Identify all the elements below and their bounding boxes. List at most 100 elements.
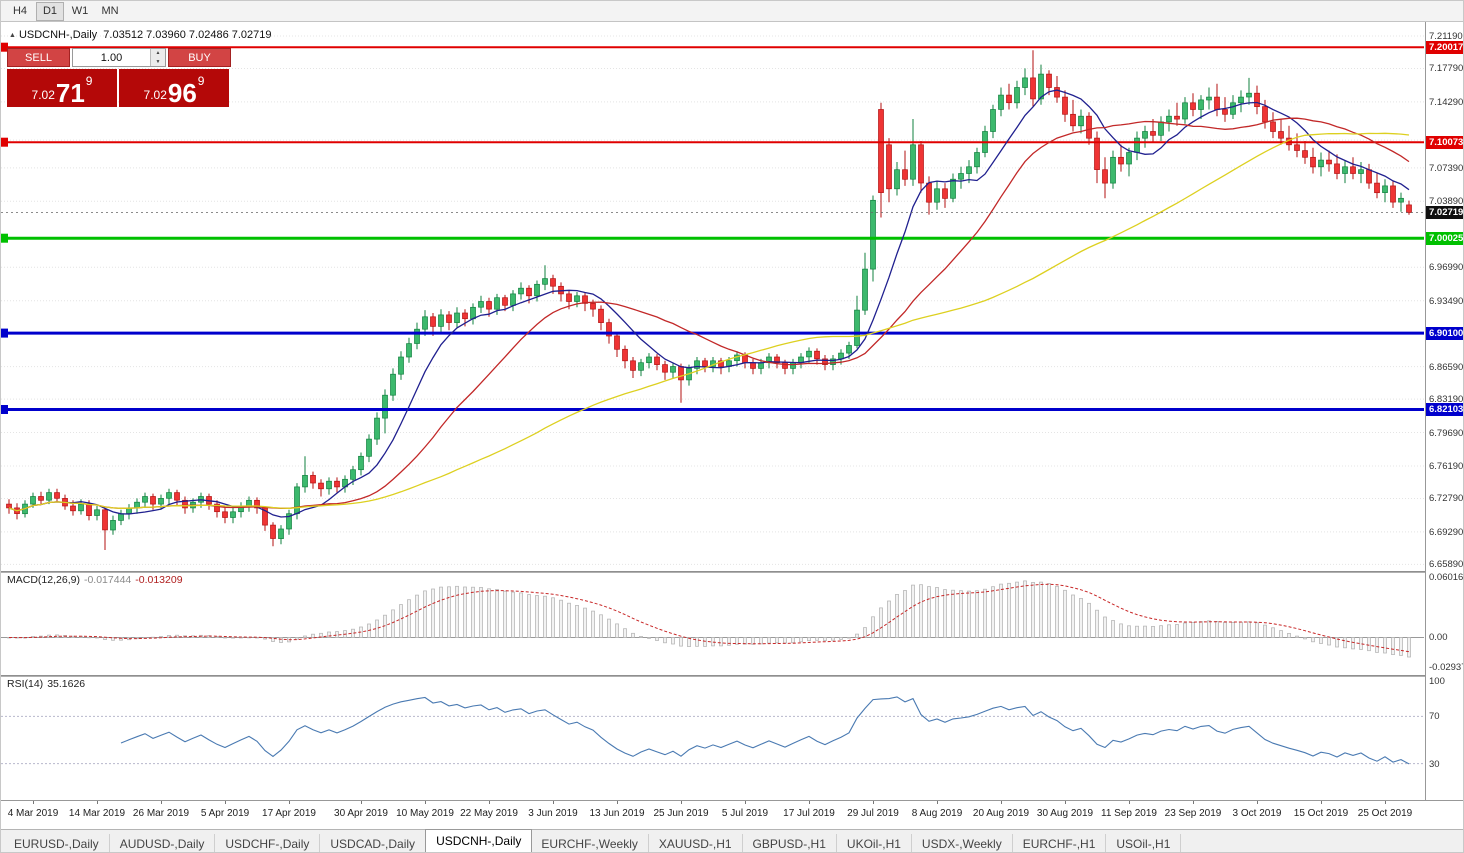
price-axis[interactable]: 7.211907.177907.142907.102907.073907.038… [1425, 22, 1464, 800]
date-tick [681, 801, 682, 804]
chart-tab-USDCAD-Daily[interactable]: USDCAD-,Daily [320, 834, 427, 852]
date-label: 8 Aug 2019 [911, 808, 963, 819]
date-tick [33, 801, 34, 804]
date-tick [1385, 801, 1386, 804]
date-label: 15 Oct 2019 [1293, 808, 1349, 819]
timeframe-button-H4[interactable]: H4 [12, 5, 28, 17]
chart-tab-USDX-Weekly[interactable]: USDX-,Weekly [912, 834, 1013, 852]
date-tick [225, 801, 226, 804]
chart-tab-AUDUSD-Daily[interactable]: AUDUSD-,Daily [110, 834, 216, 852]
date-tick [97, 801, 98, 804]
candlestick-chart[interactable] [1, 22, 1425, 800]
date-tick [1193, 801, 1194, 804]
date-label: 25 Jun 2019 [653, 808, 709, 819]
date-label: 17 Apr 2019 [262, 808, 316, 819]
price-axis-label: 6.69290 [1429, 526, 1464, 538]
volume-stepper[interactable]: 1.00 ▲ ▼ [72, 48, 166, 67]
sell-button[interactable]: SELL [7, 48, 70, 67]
date-tick [617, 801, 618, 804]
macd-value-signal: -0.013209 [135, 574, 183, 586]
date-tick [289, 801, 290, 804]
date-tick [1129, 801, 1130, 804]
price-axis-label: 7.03890 [1429, 196, 1464, 208]
date-tick [553, 801, 554, 804]
macd-axis-label: -0.029378 [1429, 662, 1463, 673]
moving-average-lines [8, 89, 1410, 518]
date-label: 30 Apr 2019 [334, 808, 388, 819]
price-axis-label: 7.21190 [1429, 30, 1463, 42]
sell-price-prefix: 7.02 [31, 88, 55, 102]
macd-axis-label: 0.00 [1429, 632, 1448, 644]
timeframe-button-W1[interactable]: W1 [71, 5, 89, 17]
date-tick [1257, 801, 1258, 804]
chart-tab-GBPUSD-H1[interactable]: GBPUSD-,H1 [743, 834, 837, 852]
chart-tab-USDCHF-Daily[interactable]: USDCHF-,Daily [215, 834, 321, 852]
price-axis-label: 7.17790 [1429, 63, 1464, 75]
date-label: 5 Jul 2019 [721, 808, 769, 819]
volume-spin-buttons[interactable]: ▲ ▼ [150, 49, 165, 66]
price-axis-label: 6.83190 [1429, 394, 1464, 406]
candles [6, 50, 1412, 550]
timeframe-button-D1[interactable]: D1 [36, 1, 64, 21]
macd-axis-label: 0.060161 [1429, 572, 1464, 583]
macd-name: MACD(12,26,9) [7, 574, 80, 586]
chart-tab-EURCHF-H1[interactable]: EURCHF-,H1 [1013, 834, 1107, 852]
buy-price-display[interactable]: 7.02 96 9 [119, 69, 229, 107]
price-axis-label: 6.93490 [1429, 295, 1464, 307]
chart-tab-XAUUSD-H1[interactable]: XAUUSD-,H1 [649, 834, 743, 852]
buy-price-pips: 96 [167, 77, 197, 108]
date-label: 17 Jul 2019 [783, 808, 835, 819]
chart-tab-EURCHF-Weekly[interactable]: EURCHF-,Weekly [531, 834, 649, 852]
horizontal-level-lines[interactable] [1, 42, 1424, 414]
chart-tab-EURUSD-Daily[interactable]: EURUSD-,Daily [4, 834, 110, 852]
rsi-panel [1, 696, 1424, 765]
chart-tab-USOil-H1[interactable]: USOil-,H1 [1106, 834, 1182, 852]
price-axis-label: 6.79690 [1429, 427, 1464, 439]
chart-ohlc-values: 7.03512 7.03960 7.02486 7.02719 [103, 29, 272, 41]
price-gridlines [1, 35, 1424, 565]
sell-price-display[interactable]: 7.02 71 9 [7, 69, 117, 107]
timeframe-toolbar: H4 D1 W1 MN [1, 1, 1463, 22]
chart-tab-UKOil-H1[interactable]: UKOil-,H1 [837, 834, 912, 852]
date-tick [873, 801, 874, 804]
volume-down-icon[interactable]: ▼ [151, 57, 165, 66]
price-axis-label: 6.96990 [1429, 262, 1464, 274]
volume-up-icon[interactable]: ▲ [151, 49, 165, 58]
chart-symbol-label: USDCNH-,Daily [18, 29, 98, 41]
price-axis-label: 7.14290 [1429, 96, 1464, 108]
rsi-axis-label: 100 [1429, 676, 1445, 687]
collapse-arrow-icon[interactable]: ▲ [9, 32, 16, 39]
volume-value[interactable]: 1.00 [100, 51, 123, 64]
sell-price-pips: 71 [55, 77, 85, 108]
time-axis[interactable]: 4 Mar 2019 14 Mar 2019 26 Mar 2019 5 Apr 20… [1, 800, 1463, 829]
panel-divider-rsi[interactable] [1, 675, 1463, 677]
date-label: 23 Sep 2019 [1164, 808, 1222, 819]
price-axis-label: 6.65890 [1429, 559, 1464, 571]
date-label: 29 Jul 2019 [847, 808, 899, 819]
date-label: 14 Mar 2019 [68, 808, 126, 819]
rsi-axis-label: 30 [1429, 758, 1440, 770]
chart-window: ▲ USDCNH-,Daily 7.03512 7.03960 7.02486 7… [1, 22, 1464, 829]
sell-price-point: 9 [85, 74, 93, 88]
price-level-badge: 6.82103 [1426, 402, 1463, 416]
buy-button[interactable]: BUY [168, 48, 231, 67]
rsi-value: 35.1626 [47, 678, 86, 690]
rsi-axis-label: 70 [1429, 711, 1440, 723]
date-label: 10 May 2019 [396, 808, 454, 819]
price-axis-label: 7.07390 [1429, 162, 1464, 174]
date-tick [361, 801, 362, 804]
macd-indicator-label: MACD(12,26,9) -0.017444 -0.013209 [7, 574, 183, 586]
date-tick [1321, 801, 1322, 804]
date-tick [1065, 801, 1066, 804]
price-level-badge: 6.90100 [1426, 326, 1463, 340]
date-tick [489, 801, 490, 804]
price-axis-label: 6.72790 [1429, 493, 1464, 505]
price-axis-label: 6.76190 [1429, 460, 1464, 472]
macd-value-main: -0.017444 [83, 574, 132, 586]
date-label: 20 Aug 2019 [972, 808, 1030, 819]
timeframe-button-MN[interactable]: MN [101, 5, 119, 17]
chart-tab-USDCNH-Daily[interactable]: USDCNH-,Daily [425, 829, 533, 852]
panel-divider-macd[interactable] [1, 571, 1463, 573]
rsi-indicator-label: RSI(14) 35.1626 [7, 678, 85, 690]
price-level-badge: 7.20017 [1426, 40, 1463, 54]
